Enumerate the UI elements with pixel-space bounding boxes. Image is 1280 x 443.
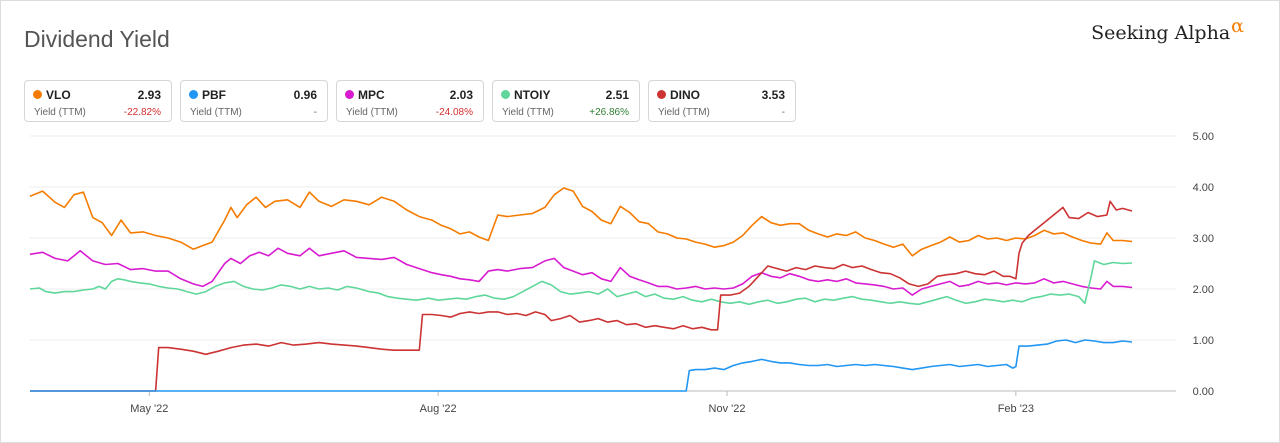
brand-logo[interactable]: Seeking Alphaα (1091, 15, 1244, 44)
alpha-icon: α (1231, 15, 1244, 37)
series-line-ntoiy (29, 260, 1133, 306)
legend-card-dino[interactable]: DINO 3.53 Yield (TTM) - (648, 80, 796, 122)
card-value: 2.03 (449, 88, 473, 102)
y-tick-label: 0.00 (1193, 386, 1214, 398)
card-value: 2.93 (137, 88, 161, 102)
x-tick-label: Feb '23 (998, 403, 1034, 415)
series-dot-icon (189, 90, 198, 99)
series-lines (29, 187, 1133, 392)
card-ticker: MPC (358, 88, 385, 102)
series-dot-icon (657, 90, 666, 99)
card-ticker: PBF (202, 88, 226, 102)
card-ticker: DINO (670, 88, 700, 102)
chart-gridlines (30, 135, 1176, 392)
x-tick-label: Aug '22 (420, 403, 457, 415)
card-value: 0.96 (293, 88, 317, 102)
card-change: -22.82% (123, 107, 161, 118)
legend-card-mpc[interactable]: MPC 2.03 Yield (TTM) -24.08% (336, 80, 484, 122)
card-change: - (781, 107, 785, 118)
card-label: Yield (TTM) (190, 107, 242, 118)
series-line-dino (30, 200, 1133, 392)
y-tick-label: 2.00 (1193, 284, 1214, 296)
series-dot-icon (501, 90, 510, 99)
y-tick-label: 4.00 (1193, 182, 1214, 194)
y-tick-label: 3.00 (1193, 233, 1214, 245)
legend-card-ntoiy[interactable]: NTOIY 2.51 Yield (TTM) +26.86% (492, 80, 640, 122)
card-change: +26.86% (589, 107, 629, 118)
series-line-vlo (29, 187, 1133, 257)
legend-card-vlo[interactable]: VLO 2.93 Yield (TTM) -22.82% (24, 80, 172, 122)
card-ticker: NTOIY (514, 88, 551, 102)
card-ticker: VLO (46, 88, 71, 102)
card-label: Yield (TTM) (346, 107, 398, 118)
brand-name: Seeking Alpha (1091, 22, 1231, 44)
legend-card-pbf[interactable]: PBF 0.96 Yield (TTM) - (180, 80, 328, 122)
y-axis: 0.00 1.00 2.00 3.00 4.00 5.00 (1193, 131, 1214, 398)
series-line-pbf (30, 339, 1133, 392)
card-label: Yield (TTM) (502, 107, 554, 118)
y-tick-label: 5.00 (1193, 131, 1214, 143)
card-value: 2.51 (605, 88, 629, 102)
series-line-mpc (29, 247, 1133, 296)
y-tick-label: 1.00 (1193, 335, 1214, 347)
page-title: Dividend Yield (24, 26, 170, 52)
card-label: Yield (TTM) (658, 107, 710, 118)
x-axis: May '22 Aug '22 Nov '22 Feb '23 (130, 391, 1034, 415)
card-label: Yield (TTM) (34, 107, 86, 118)
card-change: -24.08% (435, 107, 473, 118)
series-dot-icon (345, 90, 354, 99)
card-change: - (313, 107, 317, 118)
card-value: 3.53 (761, 88, 785, 102)
series-dot-icon (33, 90, 42, 99)
x-tick-label: May '22 (130, 403, 168, 415)
x-tick-label: Nov '22 (709, 403, 746, 415)
